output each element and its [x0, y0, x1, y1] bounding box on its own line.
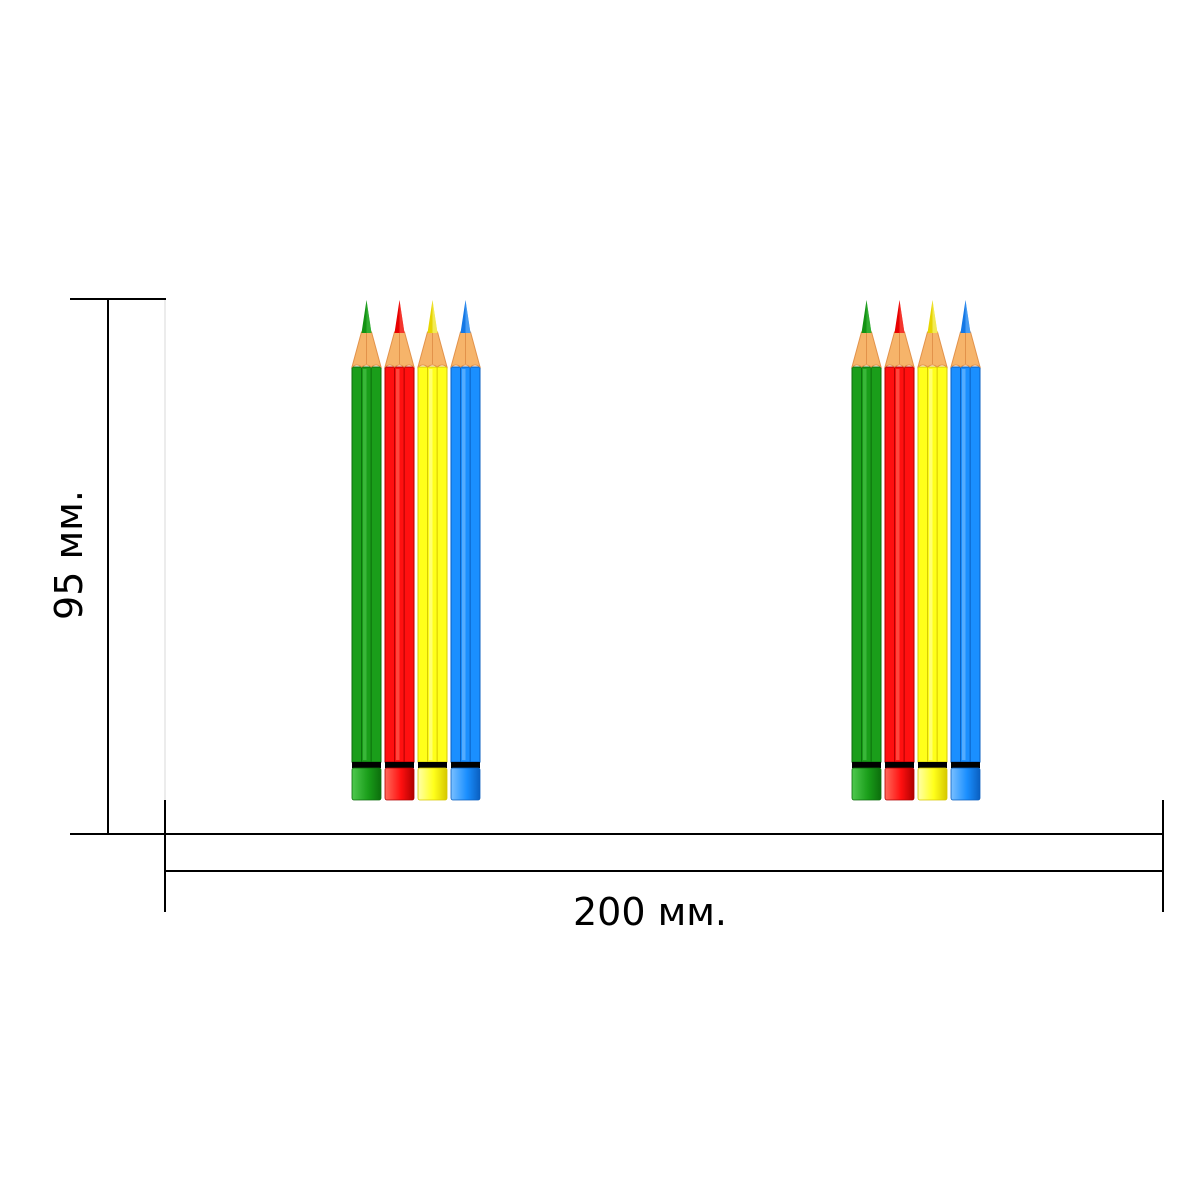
pencil-highlight	[462, 369, 466, 760]
pencil-highlight	[962, 369, 966, 760]
pencil-band	[451, 762, 480, 768]
pencil-end-cap	[384, 767, 415, 801]
pencil-green	[851, 300, 882, 801]
pencil-band	[951, 762, 980, 768]
pencil-lead-shine	[965, 300, 971, 333]
pencil-end-cap	[851, 767, 882, 801]
pencil-end-cap	[950, 767, 981, 801]
pencil-band	[352, 762, 381, 768]
pencil-band	[885, 762, 914, 768]
pencil-end-cap	[450, 767, 481, 801]
pencil-band	[418, 762, 447, 768]
pencil-highlight	[863, 369, 867, 760]
pencil-group-left	[351, 300, 481, 801]
width-label: 200 мм.	[573, 890, 727, 934]
pencil-band	[852, 762, 881, 768]
pencil-band	[918, 762, 947, 768]
pencil-yellow	[917, 300, 948, 801]
pencil-yellow	[417, 300, 448, 801]
pencil-lead-shine	[866, 300, 872, 333]
pencil-band	[385, 762, 414, 768]
pencil-highlight	[929, 369, 933, 760]
pencil-lead-shine	[366, 300, 372, 333]
pencil-highlight	[896, 369, 900, 760]
pencil-lead-shine	[432, 300, 438, 333]
pencil-end-cap	[884, 767, 915, 801]
pencil-green	[351, 300, 382, 801]
pencil-blue	[450, 300, 481, 801]
pencil-lead-shine	[399, 300, 405, 333]
width-dimension: 200 мм.	[164, 800, 1164, 934]
pencil-lead-shine	[932, 300, 938, 333]
pencil-lead-shine	[465, 300, 471, 333]
pencil-end-cap	[417, 767, 448, 801]
pencil-highlight	[429, 369, 433, 760]
height-label: 95 мм.	[47, 490, 91, 620]
pencil-lead-shine	[899, 300, 905, 333]
pencil-end-cap	[351, 767, 382, 801]
pencil-group-right	[851, 300, 981, 801]
pencil-end-cap	[917, 767, 948, 801]
height-dimension: 95 мм.	[47, 298, 166, 835]
pencil-highlight	[363, 369, 367, 760]
pencil-red	[384, 300, 415, 801]
pencil-blue	[950, 300, 981, 801]
pencil-highlight	[396, 369, 400, 760]
pencil-red	[884, 300, 915, 801]
